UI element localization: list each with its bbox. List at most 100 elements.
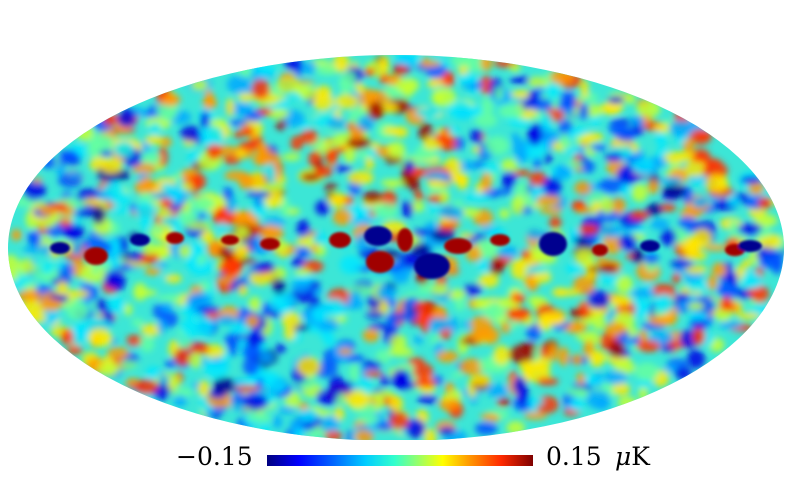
fluctuation-spot <box>199 125 224 146</box>
fluctuation-spot <box>376 421 394 432</box>
fluctuation-spot <box>631 183 648 203</box>
colorbar-gradient <box>267 455 533 466</box>
fluctuation-spot <box>290 135 303 151</box>
fluctuation-spot <box>645 203 663 217</box>
fluctuation-spot <box>526 397 544 407</box>
fluctuation-spot <box>544 152 553 164</box>
fluctuation-spot <box>319 416 340 432</box>
fluctuation-spot <box>430 284 450 295</box>
fluctuation-spot <box>756 230 772 238</box>
fluctuation-spot <box>542 176 562 196</box>
fluctuation-spot <box>312 93 334 111</box>
fluctuation-spot <box>338 347 353 355</box>
fluctuation-spot <box>70 241 83 256</box>
fluctuation-spot <box>485 136 510 155</box>
fluctuation-spot <box>410 177 420 193</box>
fluctuation-spot <box>658 203 677 212</box>
unit-symbol: μ <box>615 442 632 471</box>
fluctuation-spot <box>235 225 249 239</box>
fluctuation-spot <box>395 55 421 66</box>
fluctuation-spot <box>188 352 203 368</box>
fluctuation-spot <box>276 176 287 184</box>
fluctuation-spot <box>719 321 742 330</box>
fluctuation-spot <box>719 296 734 312</box>
fluctuation-spot <box>339 255 362 275</box>
fluctuation-spot <box>558 346 570 366</box>
fluctuation-spot <box>355 82 365 94</box>
fluctuation-spot <box>668 120 693 138</box>
plane-feature <box>130 234 150 246</box>
fluctuation-spot <box>363 370 383 378</box>
fluctuation-spot <box>233 244 249 259</box>
fluctuation-spot <box>547 342 558 362</box>
fluctuation-spot <box>97 361 120 374</box>
fluctuation-spot <box>204 89 214 107</box>
fluctuation-spot <box>584 235 601 243</box>
fluctuation-spot <box>181 317 201 337</box>
fluctuation-spot <box>140 153 162 164</box>
fluctuation-spot <box>233 130 244 139</box>
fluctuation-spot <box>608 120 628 136</box>
fluctuation-spot <box>267 108 289 119</box>
fluctuation-spot <box>222 186 233 201</box>
fluctuation-spot <box>395 77 420 94</box>
fluctuation-spot <box>755 214 778 227</box>
fluctuation-spot <box>111 271 126 291</box>
fluctuation-spot <box>497 245 518 259</box>
fluctuation-spot <box>510 118 532 128</box>
fluctuation-spot <box>318 331 329 338</box>
fluctuation-spot <box>460 338 476 345</box>
fluctuation-spot <box>134 201 155 220</box>
fluctuation-spot <box>22 282 35 289</box>
fluctuation-spot <box>451 55 473 68</box>
fluctuation-spot <box>22 180 46 201</box>
fluctuation-spot <box>711 262 727 278</box>
fluctuation-spot <box>108 236 121 257</box>
fluctuation-spot <box>536 194 560 207</box>
fluctuation-spot <box>649 315 674 326</box>
fluctuation-spot <box>145 366 161 379</box>
fluctuation-spot <box>356 415 381 423</box>
fluctuation-spot <box>40 155 57 169</box>
fluctuation-spot <box>514 182 529 198</box>
fluctuation-spot <box>240 126 255 137</box>
fluctuation-spot <box>686 349 706 369</box>
fluctuation-spot <box>328 375 345 396</box>
fluctuation-spot <box>578 103 590 120</box>
fluctuation-spot <box>243 356 260 376</box>
fluctuation-spot <box>103 111 118 127</box>
fluctuation-spot <box>679 150 695 161</box>
fluctuation-spot <box>415 107 441 118</box>
fluctuation-spot <box>131 162 157 175</box>
fluctuation-spot <box>153 225 163 234</box>
fluctuation-spot <box>238 141 257 151</box>
fluctuation-spot <box>603 370 628 385</box>
fluctuation-spot <box>262 375 287 394</box>
fluctuation-spot <box>180 125 201 142</box>
plane-feature <box>738 240 762 252</box>
fluctuation-spot <box>465 193 490 201</box>
fluctuation-spot <box>728 272 738 286</box>
fluctuation-spot <box>197 211 207 218</box>
fluctuation-spot <box>77 188 100 199</box>
fluctuation-spot <box>539 207 563 215</box>
fluctuation-spot <box>546 82 561 102</box>
fluctuation-spot <box>266 162 276 183</box>
fluctuation-spot <box>315 244 326 257</box>
fluctuation-spot <box>343 148 356 164</box>
fluctuation-spot <box>414 190 424 202</box>
fluctuation-spot <box>423 429 437 440</box>
fluctuation-spot <box>157 294 184 303</box>
fluctuation-spot <box>660 228 677 246</box>
fluctuation-spot <box>59 226 83 236</box>
fluctuation-spot <box>251 79 271 100</box>
fluctuation-spot <box>326 117 346 130</box>
fluctuation-spot <box>442 70 455 88</box>
fluctuation-spot <box>66 301 89 320</box>
plane-feature <box>366 251 394 273</box>
fluctuation-spot <box>449 100 474 120</box>
fluctuation-spot <box>577 300 590 320</box>
fluctuation-spot <box>748 180 765 196</box>
fluctuation-spot <box>481 326 500 344</box>
fluctuation-spot <box>240 173 251 183</box>
